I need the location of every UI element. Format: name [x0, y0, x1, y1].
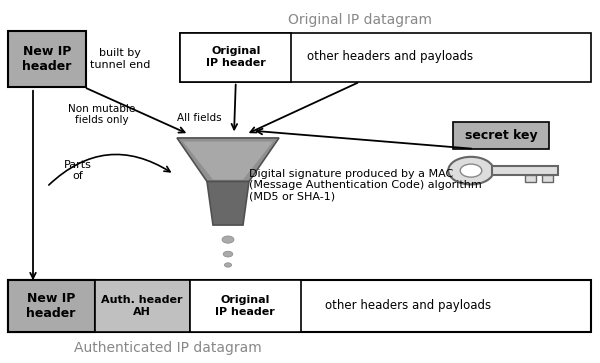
Polygon shape	[183, 142, 273, 180]
Text: Digital signature produced by a MAC
(Message Authentication Code) algorithm
(MD5: Digital signature produced by a MAC (Mes…	[249, 168, 482, 202]
FancyBboxPatch shape	[492, 166, 558, 175]
Text: All fields: All fields	[177, 113, 221, 123]
FancyBboxPatch shape	[453, 122, 549, 149]
Circle shape	[448, 157, 494, 184]
FancyBboxPatch shape	[8, 280, 591, 332]
FancyBboxPatch shape	[525, 175, 536, 182]
Text: New IP
header: New IP header	[22, 45, 71, 73]
Circle shape	[224, 263, 232, 267]
FancyBboxPatch shape	[8, 31, 86, 87]
FancyBboxPatch shape	[8, 280, 95, 332]
Text: Original IP datagram: Original IP datagram	[288, 13, 432, 27]
Text: New IP
header: New IP header	[26, 292, 76, 320]
Text: Parts
of: Parts of	[64, 160, 92, 182]
FancyBboxPatch shape	[180, 33, 591, 82]
Text: Original
IP header: Original IP header	[206, 46, 266, 68]
Circle shape	[222, 236, 234, 243]
Text: Auth. header
AH: Auth. header AH	[101, 295, 183, 317]
Text: built by
tunnel end: built by tunnel end	[90, 48, 150, 70]
Polygon shape	[207, 182, 249, 225]
Text: Non mutable
fields only: Non mutable fields only	[68, 103, 136, 125]
Text: Authenticated IP datagram: Authenticated IP datagram	[74, 342, 262, 355]
Circle shape	[460, 164, 482, 177]
FancyBboxPatch shape	[95, 280, 190, 332]
FancyBboxPatch shape	[180, 33, 291, 82]
FancyBboxPatch shape	[190, 280, 301, 332]
Text: Original
IP header: Original IP header	[215, 295, 275, 317]
Circle shape	[223, 251, 233, 257]
Text: other headers and payloads: other headers and payloads	[307, 50, 473, 64]
Text: other headers and payloads: other headers and payloads	[325, 299, 491, 312]
Text: secret key: secret key	[464, 129, 538, 142]
FancyBboxPatch shape	[542, 175, 553, 182]
Polygon shape	[177, 138, 279, 182]
